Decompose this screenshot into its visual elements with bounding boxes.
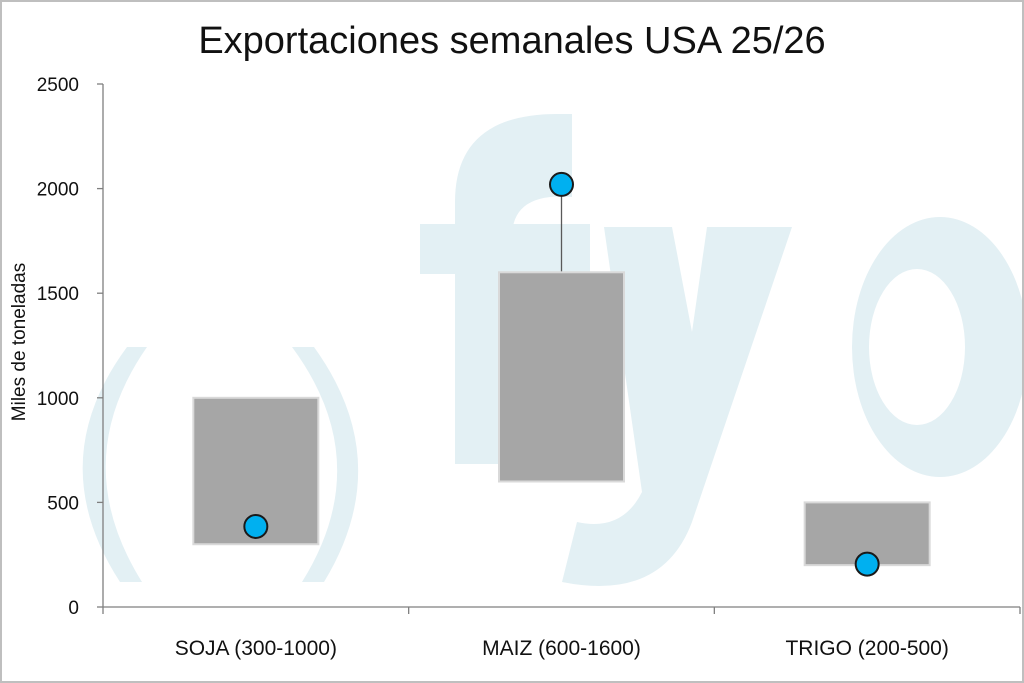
chart-title: Exportaciones semanales USA 25/26 <box>198 20 826 62</box>
y-tick-label: 500 <box>47 493 79 514</box>
x-tick-label: MAIZ (600-1600) <box>482 637 641 660</box>
data-point <box>243 513 269 539</box>
watermark-letter-o-inner <box>869 269 965 425</box>
watermark-letter-f-stem <box>455 113 572 465</box>
watermark-letter-f-bar <box>420 224 590 274</box>
x-tick-label: SOJA (300-1000) <box>175 637 337 660</box>
y-tick-label: 0 <box>68 598 79 619</box>
data-point <box>549 171 574 197</box>
y-tick-label: 2500 <box>37 75 79 96</box>
x-tick-label: TRIGO (200-500) <box>785 637 948 660</box>
data-point <box>854 551 880 577</box>
y-tick-label: 1500 <box>37 284 79 305</box>
y-tick-label: 2000 <box>37 180 79 201</box>
data-points <box>243 171 880 577</box>
y-axis-label: Miles de toneladas <box>9 262 30 422</box>
y-tick-label: 1000 <box>37 389 79 410</box>
range-box <box>498 271 625 483</box>
watermark-paren-right <box>292 347 359 582</box>
range-boxes <box>192 184 931 567</box>
axes: 0 500 1000 1500 2000 2500 SOJA (300-1000) MAIZ … <box>37 75 1021 660</box>
watermark-paren-left <box>82 347 147 582</box>
